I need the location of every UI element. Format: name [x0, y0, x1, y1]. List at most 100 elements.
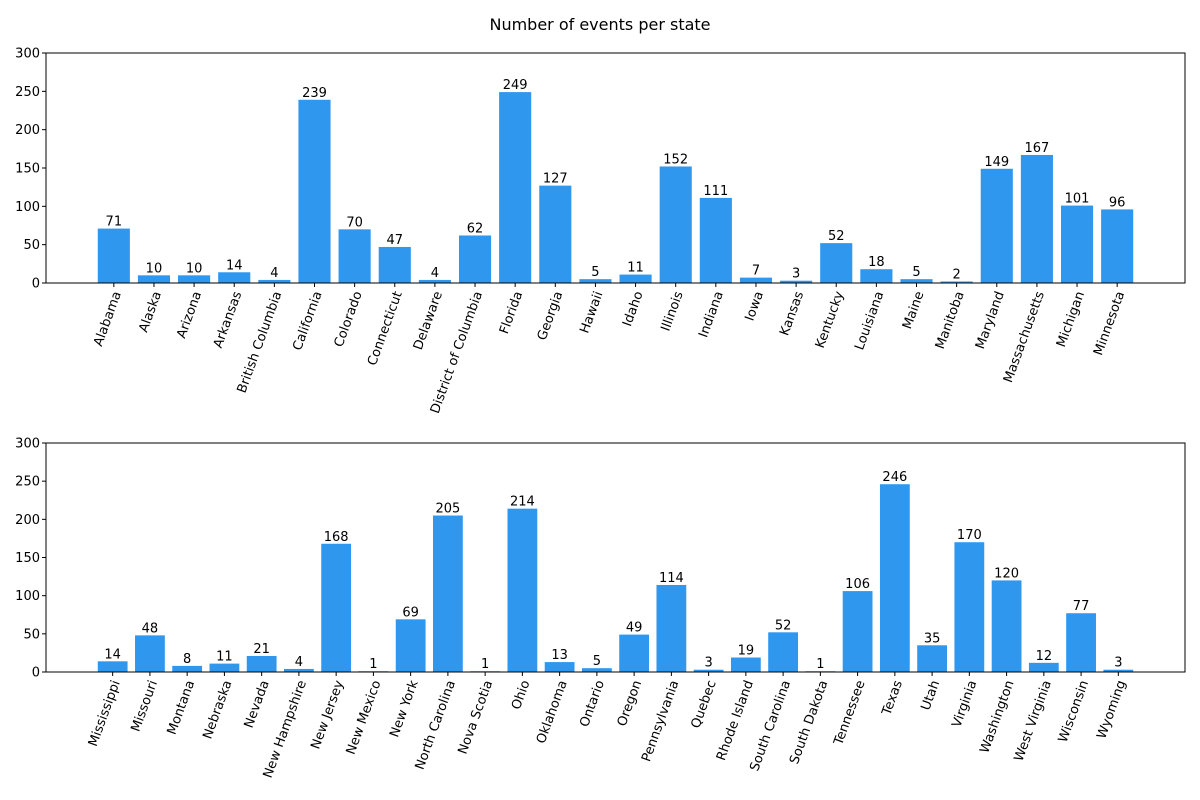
y-tick-label: 300 — [15, 47, 40, 62]
bar-alabama — [97, 228, 130, 283]
bar-new-hampshire — [284, 668, 314, 672]
x-tick-label: Massachusetts — [1001, 289, 1048, 385]
y-tick-label: 150 — [15, 551, 40, 566]
bar-iowa — [739, 277, 773, 283]
bar-washington — [991, 580, 1022, 672]
bar-virginia — [954, 542, 985, 672]
bar-texas — [879, 484, 910, 672]
bar-florida — [499, 92, 532, 283]
data-label: 249 — [503, 78, 528, 93]
x-tick-label: Quebec — [689, 678, 720, 730]
y-tick-label: 0 — [32, 277, 40, 292]
x-tick-label: Wyoming — [1094, 678, 1129, 740]
y-tick-label: 50 — [23, 627, 40, 642]
bar-illinois — [659, 166, 692, 283]
x-tick-label: Alaska — [136, 289, 165, 334]
x-tick-label: British Columbia — [235, 289, 286, 395]
x-tick-label: Minnesota — [1091, 289, 1128, 357]
chart-panel-2: 14Mississippi48Missouri8Montana11Nebrask… — [15, 437, 1186, 780]
x-tick-label: Kansas — [777, 289, 807, 338]
bar-oklahoma — [544, 662, 575, 672]
bar-massachusetts — [1020, 154, 1053, 283]
bar-delaware — [418, 279, 451, 283]
x-tick-label: Michigan — [1054, 289, 1088, 349]
data-label: 1 — [369, 657, 377, 672]
bar-indiana — [699, 197, 732, 283]
bar-alaska — [137, 275, 171, 283]
y-tick-label: 100 — [15, 200, 40, 215]
data-label: 170 — [957, 528, 982, 543]
data-label: 214 — [510, 495, 535, 510]
x-tick-label: Montana — [165, 678, 198, 736]
bar-manitoba — [940, 281, 973, 283]
data-label: 167 — [1024, 141, 1049, 156]
x-tick-label: Virginia — [950, 678, 981, 729]
data-label: 2 — [952, 267, 960, 282]
data-label: 106 — [845, 577, 870, 592]
y-tick-label: 300 — [15, 437, 40, 452]
data-label: 77 — [1073, 599, 1090, 614]
bar-arizona — [178, 275, 211, 283]
bar-rhode-island — [730, 657, 761, 672]
data-label: 152 — [663, 152, 688, 167]
x-tick-label: Arkansas — [211, 289, 245, 350]
x-tick-label: Nova Scotia — [456, 678, 497, 756]
x-tick-label: Illinois — [659, 289, 687, 333]
data-label: 1 — [481, 657, 489, 672]
bar-ontario — [581, 668, 612, 672]
data-label: 11 — [216, 650, 233, 665]
bar-new-york — [395, 619, 426, 672]
data-label: 19 — [738, 644, 755, 659]
bar-quebec — [693, 669, 724, 672]
data-label: 101 — [1065, 192, 1090, 207]
x-tick-label: Maryland — [973, 289, 1008, 351]
x-tick-label: Texas — [879, 678, 906, 718]
x-tick-label: South Dakota — [787, 678, 831, 766]
data-label: 49 — [626, 621, 643, 636]
bar-utah — [917, 645, 947, 672]
data-label: 3 — [704, 656, 712, 671]
x-tick-label: Iowa — [743, 289, 767, 323]
x-tick-label: Nebraska — [200, 678, 235, 741]
data-label: 3 — [1114, 656, 1122, 671]
data-label: 35 — [924, 631, 941, 646]
data-label: 1 — [816, 657, 824, 672]
bar-minnesota — [1101, 209, 1134, 283]
x-tick-label: New Mexico — [344, 678, 385, 756]
bar-colorado — [338, 229, 371, 283]
x-tick-label: Ontario — [577, 678, 608, 729]
data-label: 114 — [659, 571, 684, 586]
x-tick-label: New Jersey — [308, 678, 347, 751]
x-tick-label: Oregon — [615, 678, 645, 728]
data-label: 205 — [435, 502, 460, 517]
x-tick-label: Oklahoma — [534, 678, 571, 745]
data-label: 96 — [1109, 195, 1126, 210]
bar-kentucky — [820, 243, 853, 283]
data-label: 62 — [467, 221, 484, 236]
data-label: 8 — [183, 652, 191, 667]
bar-kansas — [780, 280, 813, 283]
y-tick-label: 0 — [32, 666, 40, 681]
data-label: 246 — [882, 470, 907, 485]
data-label: 18 — [868, 255, 885, 270]
data-label: 4 — [295, 655, 303, 670]
data-label: 14 — [226, 258, 243, 273]
bar-nebraska — [209, 663, 240, 672]
x-tick-label: Indiana — [696, 289, 727, 339]
x-tick-label: Idaho — [620, 289, 647, 328]
bar-british-columbia — [258, 279, 291, 283]
data-label: 120 — [994, 566, 1019, 581]
bar-oregon — [619, 634, 650, 672]
data-label: 69 — [402, 605, 419, 620]
x-tick-label: Utah — [919, 678, 944, 712]
bar-idaho — [619, 274, 652, 283]
data-label: 3 — [792, 267, 800, 282]
data-label: 52 — [775, 618, 792, 633]
data-label: 168 — [324, 530, 349, 545]
data-label: 70 — [346, 215, 363, 230]
y-tick-label: 150 — [15, 162, 40, 177]
x-tick-label: Tennessee — [831, 678, 869, 748]
bar-north-carolina — [432, 515, 463, 672]
data-label: 127 — [543, 172, 568, 187]
